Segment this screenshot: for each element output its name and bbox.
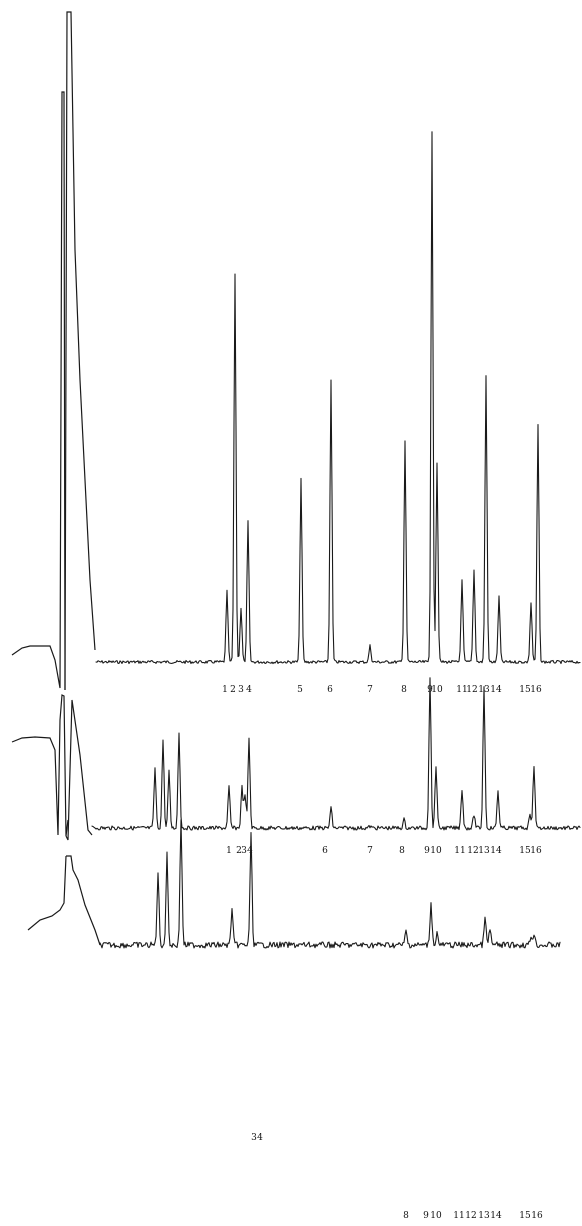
peak-label-a-16: 16 — [530, 685, 542, 695]
peak-label-a-12: 12 — [466, 685, 477, 695]
peak-label-c-13: 13 — [478, 1211, 490, 1221]
peak-label-a-10: 10 — [431, 685, 443, 695]
peak-label-b-12: 12 — [467, 846, 478, 856]
peak-label-c-8: 8 — [403, 1211, 409, 1221]
peak-label-b-16: 16 — [530, 846, 542, 856]
peak-label-c-3: 3 — [251, 1133, 257, 1143]
peak-label-b-2: 2 — [236, 846, 242, 856]
peak-labels-c: 3 4 8 9 10 11 12 13 14 15 16 — [251, 1133, 543, 1221]
solvent-front-peak-b — [11, 694, 69, 837]
peak-label-a-11: 11 — [456, 685, 467, 695]
peak-labels-b: 1 2 3 4 6 7 8 9 10 11 12 13 14 15 16 — [226, 846, 542, 856]
peak-label-c-16: 16 — [531, 1211, 543, 1221]
peak-label-b-1: 1 — [226, 846, 232, 856]
peak-label-c-14: 14 — [490, 1211, 502, 1221]
peak-label-b-15: 15 — [519, 846, 531, 856]
peak-label-a-5: 5 — [297, 685, 303, 695]
peak-label-b-11: 11 — [454, 846, 465, 856]
peak-label-c-12: 12 — [465, 1211, 476, 1221]
peak-label-b-13: 13 — [478, 846, 490, 856]
peak-label-a-7: 7 — [367, 685, 373, 695]
baseline-trace-c — [99, 819, 561, 949]
peak-label-c-4: 4 — [257, 1133, 263, 1143]
peak-label-a-3: 3 — [238, 685, 244, 695]
peak-label-b-3: 3 — [241, 846, 247, 856]
peak-label-c-9: 9 — [423, 1211, 429, 1221]
peak-label-a-8: 8 — [401, 685, 407, 695]
peak-label-a-2: 2 — [230, 685, 236, 695]
peak-label-c-11: 11 — [453, 1211, 464, 1221]
solvent-peak-large — [64, 11, 96, 691]
baseline-trace-b — [91, 677, 581, 831]
solvent-front-peak-a — [11, 91, 66, 691]
baseline-trace-a — [95, 131, 581, 665]
peak-label-b-8: 8 — [399, 846, 405, 856]
peak-label-b-6: 6 — [322, 846, 328, 856]
peak-label-b-14: 14 — [490, 846, 502, 856]
peak-label-a-6: 6 — [327, 685, 333, 695]
peak-label-b-9: 9 — [424, 846, 430, 856]
peak-label-a-1: 1 — [222, 685, 228, 695]
solvent-front-peak-c — [27, 855, 67, 931]
peak-label-b-7: 7 — [367, 846, 373, 856]
peak-label-a-4: 4 — [246, 685, 252, 695]
chromatogram-panel-b: 1 2 3 4 6 7 8 9 10 11 12 13 14 15 16 — [11, 677, 581, 856]
peak-label-c-15: 15 — [519, 1211, 531, 1221]
peak-label-c-10: 10 — [430, 1211, 442, 1221]
solvent-peak-large-c — [66, 855, 101, 946]
solvent-peak-large-tail-b — [65, 699, 93, 841]
peak-label-a-14: 14 — [490, 685, 502, 695]
peak-label-a-15: 15 — [519, 685, 531, 695]
peak-label-b-10: 10 — [430, 846, 442, 856]
chromatogram-panel-c: 3 48 9 10 11 12 13 14 15 16 — [27, 819, 561, 1221]
